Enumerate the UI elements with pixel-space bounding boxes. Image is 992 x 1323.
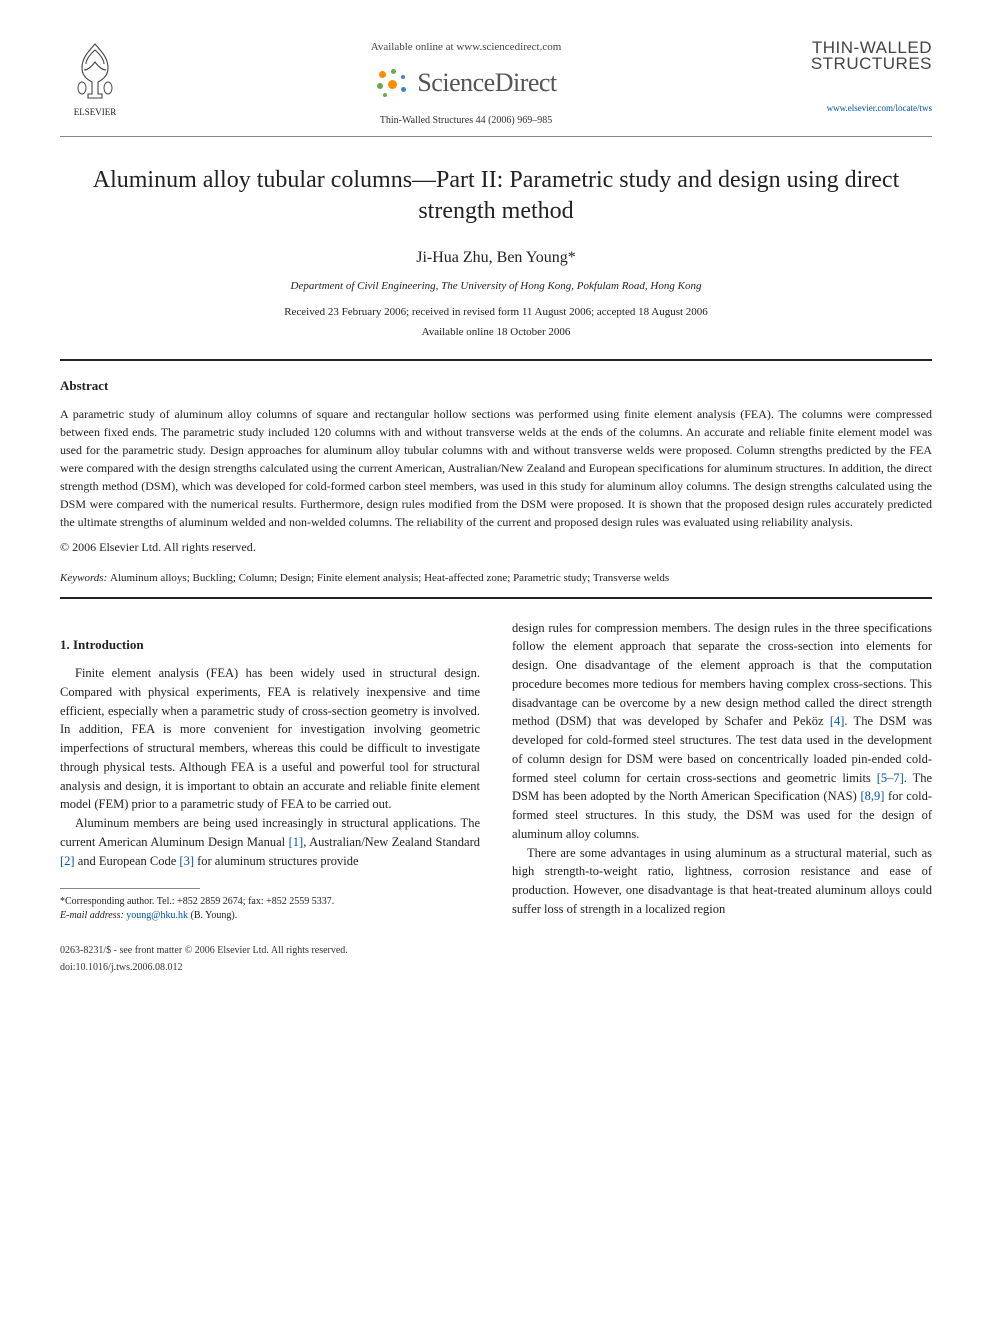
- center-header: Available online at www.sciencedirect.co…: [130, 40, 802, 128]
- journal-logo-block: THIN-WALLED STRUCTURES www.elsevier.com/…: [802, 40, 932, 115]
- footnote-separator: [60, 888, 200, 889]
- intro-p2b: , Australian/New Zealand Standard: [303, 835, 480, 849]
- page-header: ELSEVIER Available online at www.science…: [60, 40, 932, 128]
- intro-p4: There are some advantages in using alumi…: [512, 844, 932, 919]
- abstract-heading: Abstract: [60, 377, 932, 396]
- intro-p2d: for aluminum structures provide: [194, 854, 359, 868]
- corresponding-author: *Corresponding author. Tel.: +852 2859 2…: [60, 895, 480, 909]
- intro-p3a: design rules for compression members. Th…: [512, 621, 932, 729]
- footer-doi: doi:10.1016/j.tws.2006.08.012: [60, 960, 480, 975]
- keywords-line: Keywords: Aluminum alloys; Buckling; Col…: [60, 571, 932, 587]
- journal-url-link[interactable]: www.elsevier.com/locate/tws: [802, 102, 932, 115]
- elsevier-label: ELSEVIER: [60, 106, 130, 119]
- keywords-text: Aluminum alloys; Buckling; Column; Desig…: [110, 572, 669, 584]
- abstract-text: A parametric study of aluminum alloy col…: [60, 405, 932, 531]
- ref-link-57[interactable]: [5–7]: [877, 771, 904, 785]
- email-label: E-mail address:: [60, 910, 124, 921]
- ref-link-4[interactable]: [4]: [830, 714, 845, 728]
- ref-link-2[interactable]: [2]: [60, 854, 75, 868]
- sciencedirect-logo: ScienceDirect: [150, 64, 782, 102]
- sciencedirect-dots-icon: [375, 67, 407, 99]
- body-two-column: 1. Introduction Finite element analysis …: [60, 619, 932, 976]
- intro-p1: Finite element analysis (FEA) has been w…: [60, 664, 480, 814]
- sciencedirect-label: ScienceDirect: [417, 64, 556, 102]
- intro-p2c: and European Code: [75, 854, 180, 868]
- email-author: (B. Young).: [191, 910, 238, 921]
- ref-link-1[interactable]: [1]: [289, 835, 304, 849]
- dates-online: Available online 18 October 2006: [60, 325, 932, 341]
- footer-issn: 0263-8231/$ - see front matter © 2006 El…: [60, 943, 480, 958]
- left-column: 1. Introduction Finite element analysis …: [60, 619, 480, 976]
- intro-p3: design rules for compression members. Th…: [512, 619, 932, 844]
- elsevier-tree-icon: [68, 40, 122, 100]
- elsevier-logo: ELSEVIER: [60, 40, 130, 119]
- abstract-copyright: © 2006 Elsevier Ltd. All rights reserved…: [60, 539, 932, 556]
- journal-logo-line2: STRUCTURES: [802, 56, 932, 72]
- ref-link-89[interactable]: [8,9]: [860, 789, 884, 803]
- keywords-label: Keywords:: [60, 572, 107, 584]
- abstract-top-rule: [60, 359, 932, 361]
- intro-p2: Aluminum members are being used increasi…: [60, 814, 480, 870]
- email-footnote: E-mail address: young@hku.hk (B. Young).: [60, 909, 480, 923]
- right-column: design rules for compression members. Th…: [512, 619, 932, 976]
- email-link[interactable]: young@hku.hk: [126, 910, 188, 921]
- header-rule: [60, 136, 932, 137]
- abstract-bottom-rule: [60, 597, 932, 599]
- intro-heading: 1. Introduction: [60, 635, 480, 655]
- article-title: Aluminum alloy tubular columns—Part II: …: [60, 165, 932, 227]
- ref-link-3[interactable]: [3]: [179, 854, 194, 868]
- dates-received: Received 23 February 2006; received in r…: [60, 305, 932, 321]
- affiliation: Department of Civil Engineering, The Uni…: [60, 279, 932, 295]
- available-online-text: Available online at www.sciencedirect.co…: [150, 40, 782, 56]
- journal-reference: Thin-Walled Structures 44 (2006) 969–985: [150, 114, 782, 129]
- authors: Ji-Hua Zhu, Ben Young*: [60, 246, 932, 269]
